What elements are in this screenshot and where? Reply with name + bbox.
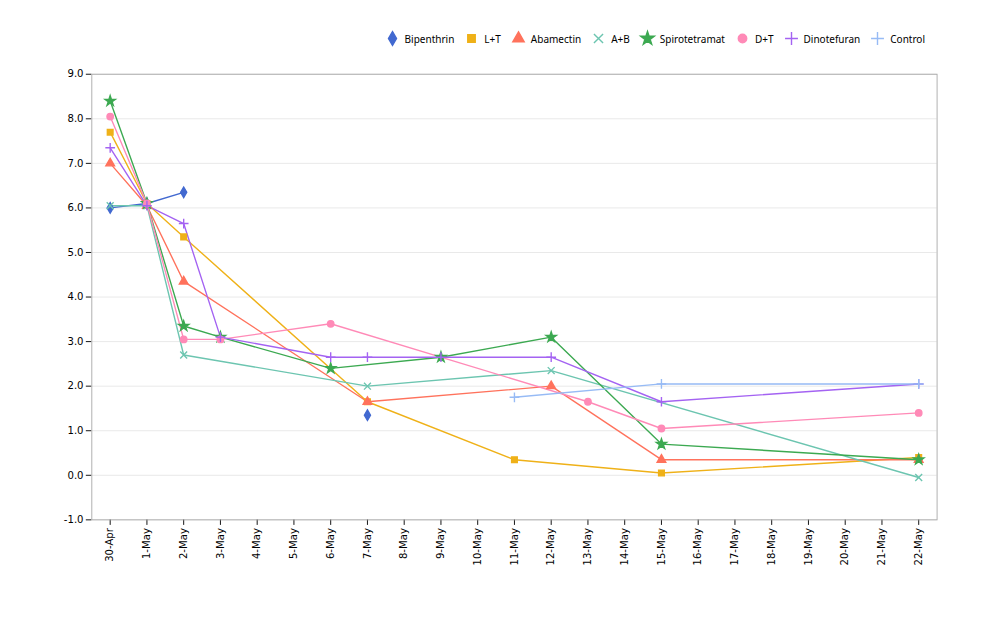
svg-text:30-Apr: 30-Apr — [104, 527, 115, 562]
svg-text:20-May: 20-May — [839, 528, 850, 565]
svg-text:9.0: 9.0 — [67, 68, 83, 79]
svg-text:1.0: 1.0 — [67, 425, 83, 436]
html-text:A+B: A+B — [611, 31, 630, 46]
html-text:L+T: L+T — [484, 31, 501, 46]
svg-text:15-May: 15-May — [656, 528, 667, 565]
svg-text:10-May: 10-May — [472, 528, 483, 565]
svg-text:9-May: 9-May — [435, 528, 446, 559]
svg-text:3-May: 3-May — [215, 528, 226, 559]
svg-text:4-May: 4-May — [251, 528, 262, 559]
svg-text:2-May: 2-May — [178, 528, 189, 559]
svg-text:16-May: 16-May — [692, 528, 703, 565]
svg-text:4.0: 4.0 — [67, 291, 83, 302]
svg-text:-1.0: -1.0 — [64, 514, 84, 525]
html-text:Spirotetramat: Spirotetramat — [659, 31, 725, 46]
svg-text:13-May: 13-May — [582, 528, 593, 565]
svg-text:8-May: 8-May — [398, 528, 409, 559]
html-text:Abamectin: Abamectin — [530, 31, 582, 46]
svg-text:5-May: 5-May — [288, 528, 299, 559]
svg-text:22-May: 22-May — [913, 528, 924, 565]
svg-text:12-May: 12-May — [545, 528, 556, 565]
svg-text:1-May: 1-May — [141, 528, 152, 559]
svg-text:0.0: 0.0 — [67, 470, 83, 481]
svg-text:21-May: 21-May — [876, 528, 887, 565]
html-text:Control: Control — [890, 31, 925, 46]
svg-text:19-May: 19-May — [803, 528, 814, 565]
svg-text:14-May: 14-May — [619, 528, 630, 565]
svg-text:7-May: 7-May — [362, 528, 373, 559]
svg-text:3.0: 3.0 — [67, 336, 83, 347]
svg-text:11-May: 11-May — [509, 528, 520, 565]
svg-text:6.0: 6.0 — [67, 202, 83, 213]
svg-text:7.0: 7.0 — [67, 158, 83, 169]
svg-text:8.0: 8.0 — [67, 113, 83, 124]
svg-text:5.0: 5.0 — [67, 247, 83, 258]
svg-text:2.0: 2.0 — [67, 380, 83, 391]
svg-text:17-May: 17-May — [729, 528, 740, 565]
html-text:Dinotefuran: Dinotefuran — [803, 31, 861, 46]
svg-text:6-May: 6-May — [325, 528, 336, 559]
html-text:Bipenthrin: Bipenthrin — [404, 31, 455, 46]
html-text:D+T: D+T — [755, 31, 774, 46]
svg-text:18-May: 18-May — [766, 528, 777, 565]
